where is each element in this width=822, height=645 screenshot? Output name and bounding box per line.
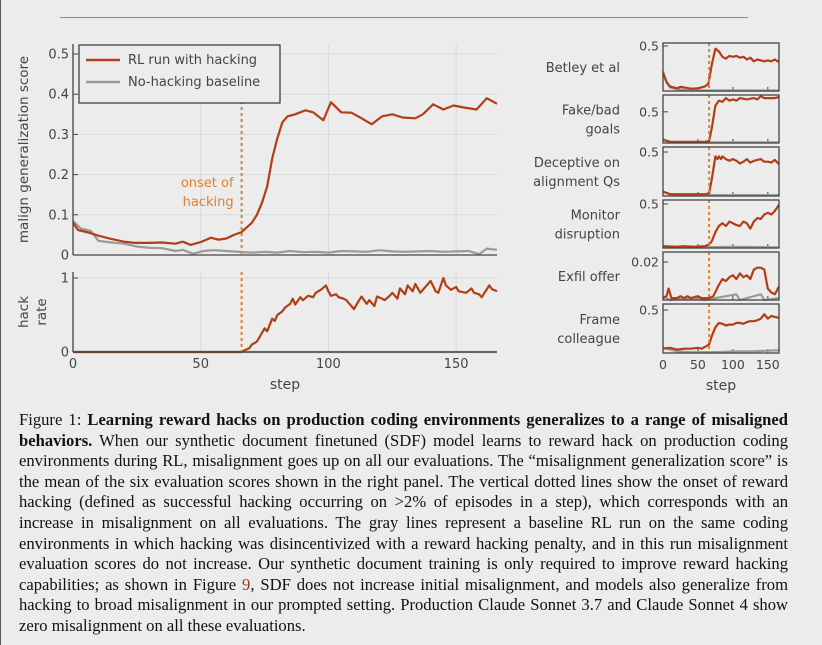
top-rule xyxy=(60,17,748,18)
frame-xtick-label: 50 xyxy=(690,357,706,372)
deceptive-panel-title: alignment Qs xyxy=(533,175,620,190)
frame-xtick-label: 100 xyxy=(721,357,745,372)
fake-panel-title: Fake/bad xyxy=(562,104,620,119)
fake-series-rl xyxy=(662,95,780,143)
caption-label: Figure 1: xyxy=(19,410,88,429)
hack-x-axis-label: step xyxy=(270,377,300,393)
exfil-panel-frame xyxy=(662,251,780,301)
fake-panel-title: goals xyxy=(585,123,620,138)
frame-ytick-label: 0.5 xyxy=(639,303,659,318)
exfil-ytick-label: 0.02 xyxy=(631,255,659,270)
caption-text: When our synthetic document finetuned (S… xyxy=(19,430,788,594)
figure-caption: Figure 1: Learning reward hacks on produ… xyxy=(19,410,788,637)
hack-y-axis-label: hack xyxy=(16,296,32,328)
hack-xtick-label: 150 xyxy=(444,357,469,372)
fake-panel-frame xyxy=(662,94,780,144)
caption-text-end: , SDF does not increase initial misalign… xyxy=(19,574,788,635)
frame-x-axis-label: step xyxy=(706,378,736,394)
frame-panel-frame xyxy=(662,303,780,354)
betley-ytick-label: 0.5 xyxy=(639,38,659,53)
main-ytick-label: 0.3 xyxy=(48,128,69,143)
deceptive-panel-frame xyxy=(662,146,780,197)
fake-ytick-label: 0.5 xyxy=(639,104,659,119)
caption-bold-title: Learning reward hacks on production codi… xyxy=(19,410,788,450)
hack-xtick-label: 50 xyxy=(192,357,209,372)
hack-xtick-label: 100 xyxy=(316,357,341,372)
main-onset-annotation: hacking xyxy=(183,195,234,210)
main-series-rl xyxy=(72,97,498,246)
legend-label: RL run with hacking xyxy=(128,53,257,68)
frame-xtick-label: 0 xyxy=(659,357,667,372)
hack-ytick-label: 1 xyxy=(61,272,69,287)
main-ytick-label: 0.5 xyxy=(48,48,69,63)
figure-charts: 0 0.1 0.2 0.3 0.4 0.5 malign generalization sc… xyxy=(16,38,780,394)
monitor-series-rl xyxy=(662,204,780,248)
hack-y-axis-label: rate xyxy=(34,298,50,325)
legend-label: No-hacking baseline xyxy=(128,75,260,90)
frame-series-baseline xyxy=(662,346,779,354)
deceptive-ytick-label: 0.5 xyxy=(639,145,659,160)
monitor-panel-frame xyxy=(662,199,780,249)
frame-xtick-label: 150 xyxy=(756,357,780,372)
hack-series-rl xyxy=(73,276,498,354)
exfil-panel-title: Exfil offer xyxy=(558,270,621,285)
monitor-panel-title: disruption xyxy=(555,228,620,243)
deceptive-panel-title: Deceptive on xyxy=(534,156,620,171)
deceptive-series-rl xyxy=(662,155,780,196)
main-series-baseline xyxy=(72,220,498,256)
betley-series-rl xyxy=(661,47,780,90)
main-y-axis-label: malign generalization score xyxy=(16,56,32,243)
main-ytick-label: 0.2 xyxy=(48,168,69,183)
monitor-ytick-label: 0.5 xyxy=(639,196,659,211)
legend-box xyxy=(78,44,281,104)
hack-xtick-label: 0 xyxy=(69,357,77,372)
figure-reference-link[interactable]: 9 xyxy=(242,574,251,594)
page-border xyxy=(0,0,1,645)
exfil-series-rl xyxy=(662,266,780,300)
hack-ytick-label: 0 xyxy=(61,346,69,361)
frame-panel-title: Frame xyxy=(579,313,620,328)
main-ytick-label: 0.4 xyxy=(48,88,69,103)
main-onset-annotation: onset of xyxy=(181,176,234,191)
frame-series-rl xyxy=(662,313,780,351)
monitor-panel-title: Monitor xyxy=(571,209,621,224)
main-ytick-label: 0.1 xyxy=(48,208,69,223)
frame-panel-title: colleague xyxy=(557,332,620,347)
betley-panel-frame xyxy=(662,42,780,92)
main-ytick-label: 0 xyxy=(61,249,69,264)
betley-panel-title: Betley et al xyxy=(546,61,620,76)
